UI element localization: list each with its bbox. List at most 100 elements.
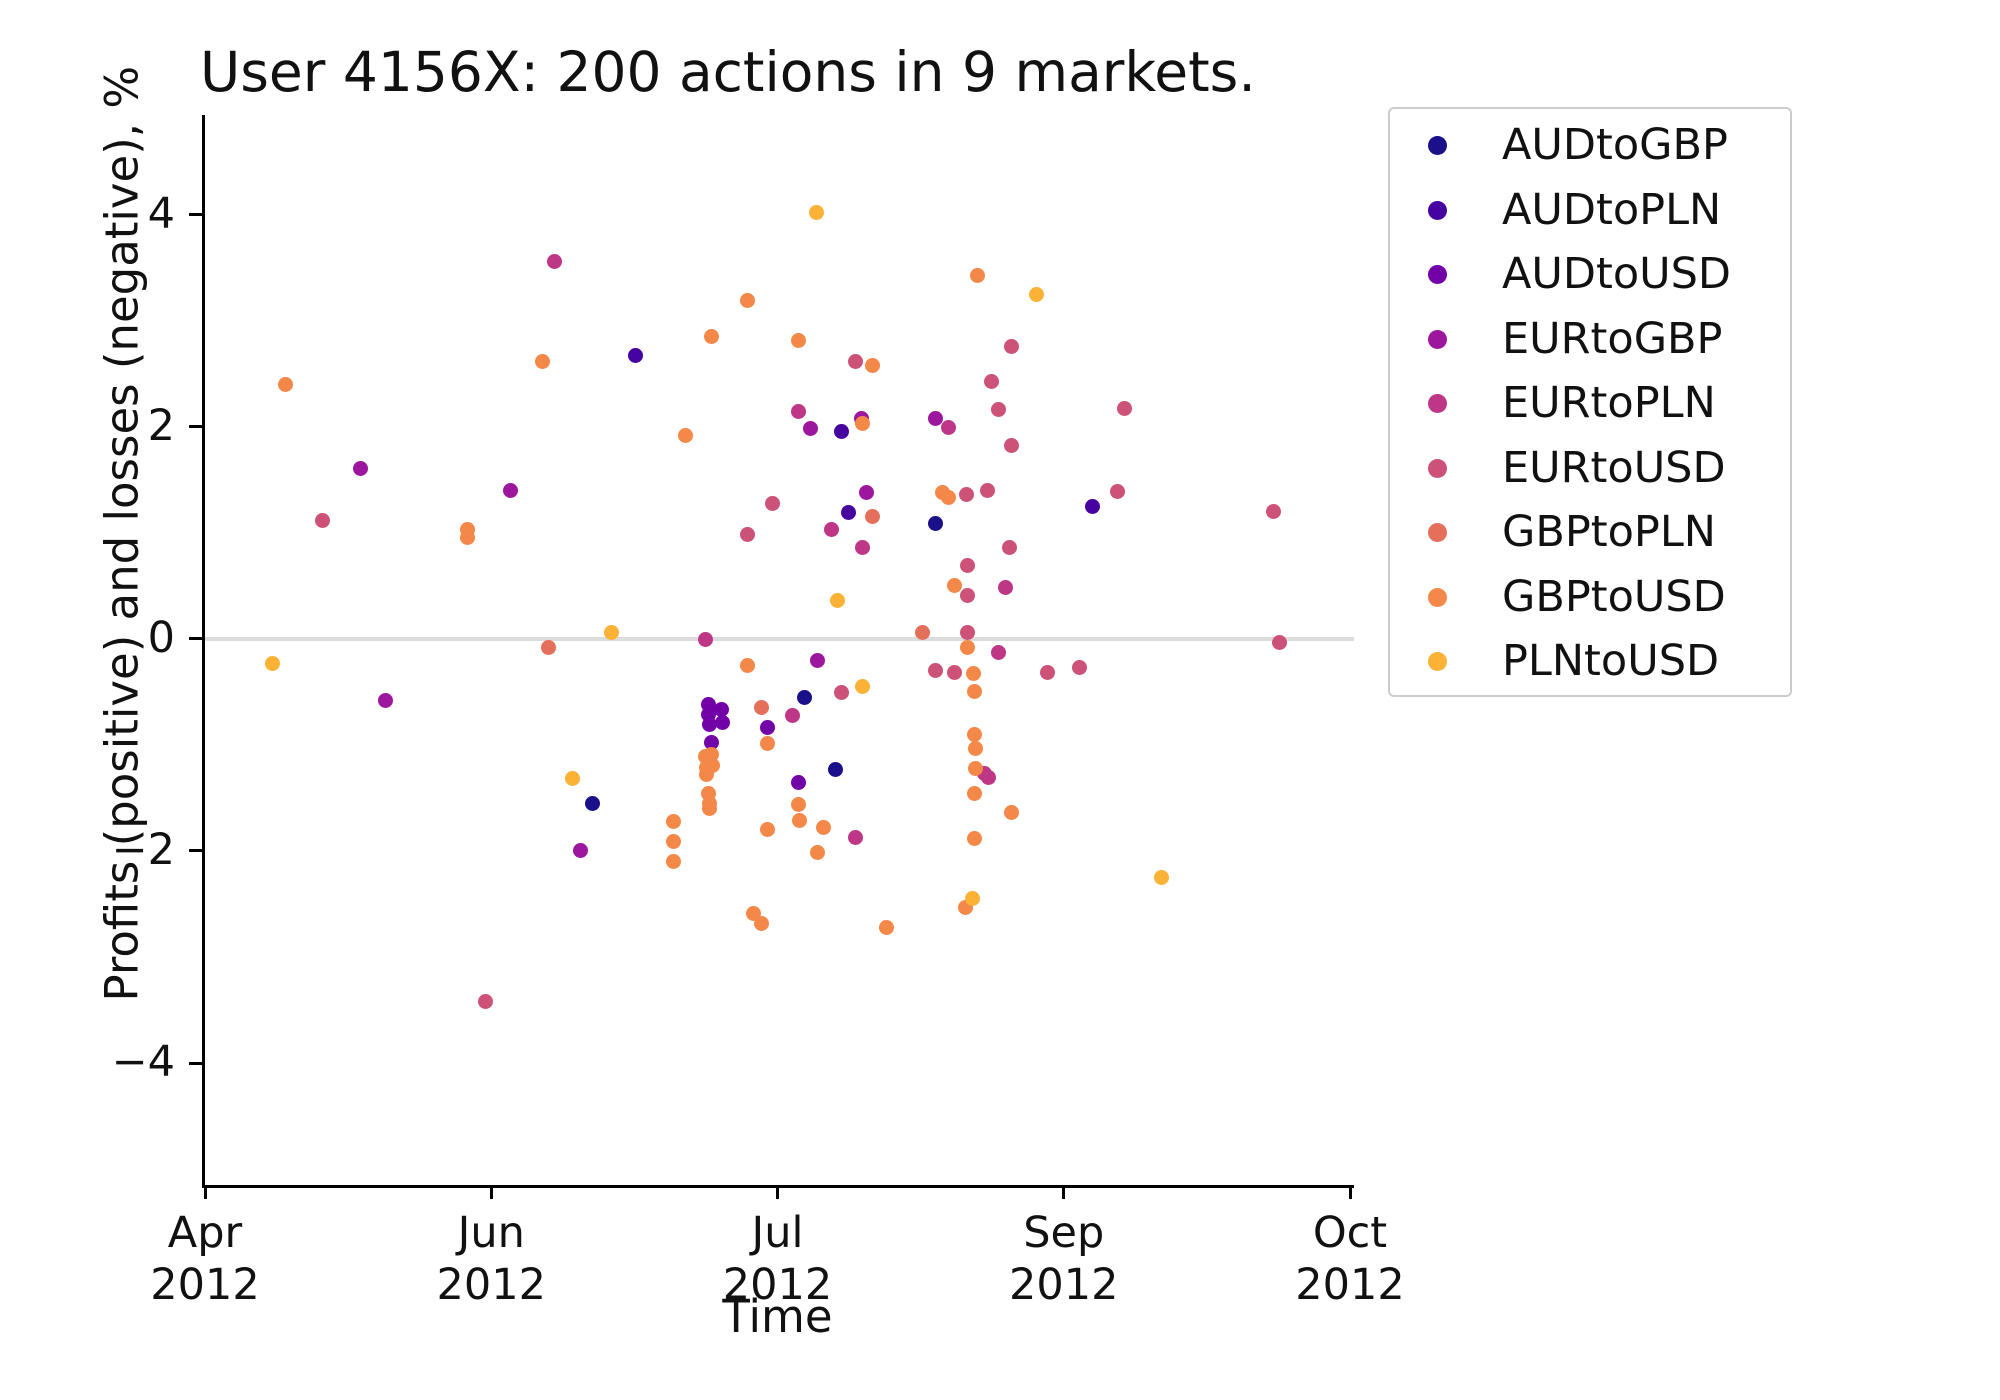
data-point-GBPtoUSD [940,490,956,506]
x-tick-mark [203,1185,207,1199]
data-point-PLNtoUSD [829,593,845,609]
data-point-GBPtoUSD [960,639,976,655]
data-point-PLNtoUSD [265,655,281,671]
legend-item-AUDtoPLN: AUDtoPLN [1390,180,1790,240]
data-point-EURtoUSD [1116,401,1132,417]
x-tick-label: Apr 2012 [95,1207,315,1311]
data-point-GBPtoUSD [740,293,756,309]
data-point-EURtoUSD [1271,634,1287,650]
data-point-EURtoGBP [573,843,589,859]
x-tick-month: Sep [1023,1208,1105,1258]
data-point-GBPtoUSD [740,657,756,673]
data-point-EURtoGBP [803,421,819,437]
data-point-EURtoPLN [697,632,713,648]
legend-item-GBPtoUSD: GBPtoUSD [1390,567,1790,627]
x-tick-mark [1062,1185,1066,1199]
x-tick-mark [1348,1185,1352,1199]
data-point-EURtoUSD [928,663,943,679]
x-tick-year: 2012 [722,1260,833,1310]
legend-marker-GBPtoPLN [1428,523,1447,542]
data-point-GBPtoUSD [759,736,775,752]
data-point-EURtoGBP [503,482,519,498]
legend-label-EURtoPLN: EURtoPLN [1502,378,1716,428]
data-point-GBPtoUSD [815,820,831,836]
data-point-EURtoPLN [847,829,863,845]
x-axis-label: Time [722,1290,833,1343]
x-tick-year: 2012 [1295,1260,1405,1310]
data-point-EURtoUSD [960,558,976,574]
data-point-AUDtoGBP [584,795,600,811]
data-point-GBPtoUSD [702,801,718,817]
data-point-EURtoUSD [834,685,850,701]
data-point-EURtoGBP [353,460,369,476]
data-point-AUDtoUSD [759,720,775,736]
data-point-GBPtoUSD [966,684,982,700]
data-point-GBPtoUSD [810,844,826,860]
data-point-GBPtoUSD [878,919,894,935]
x-tick-month: Jul [751,1208,804,1258]
legend-label-GBPtoUSD: GBPtoUSD [1502,571,1726,622]
y-tick-label: −4 [111,1037,175,1088]
x-tick-year: 2012 [1009,1260,1119,1310]
legend-label-AUDtoPLN: AUDtoPLN [1502,184,1722,235]
data-point-EURtoUSD [478,994,494,1010]
legend-item-EURtoUSD: EURtoUSD [1390,438,1790,498]
data-point-PLNtoUSD [808,205,824,221]
y-tick-mark [189,425,202,429]
data-point-AUDtoGBP [797,689,813,705]
data-point-AUDtoPLN [840,505,856,521]
data-point-GBPtoUSD [678,427,694,443]
data-point-EURtoPLN [997,580,1013,596]
legend-label-AUDtoGBP: AUDtoGBP [1502,120,1728,170]
legend-item-PLNtoUSD: PLNtoUSD [1390,631,1790,691]
data-point-EURtoGBP [810,652,826,668]
data-point-GBPtoUSD [968,740,984,756]
data-point-GBPtoUSD [665,813,681,829]
x-tick-month: Apr [167,1208,243,1258]
data-point-EURtoUSD [958,487,974,503]
data-point-EURtoGBP [928,410,943,426]
data-point-EURtoUSD [947,665,963,681]
legend-marker-AUDtoPLN [1428,200,1447,220]
data-point-PLNtoUSD [854,679,870,695]
y-tick-mark [189,637,202,641]
x-tick-label: Oct 2012 [1240,1207,1460,1311]
chart-title: User 4156X: 200 actions in 9 markets. [200,40,1256,104]
x-tick-mark [489,1185,493,1199]
x-tick-mark [776,1185,779,1199]
data-point-EURtoUSD [960,587,976,603]
data-point-GBPtoUSD [759,822,775,838]
data-point-GBPtoUSD [966,786,982,802]
data-point-AUDtoUSD [702,717,718,733]
data-point-AUDtoPLN [628,348,644,364]
data-point-EURtoPLN [990,645,1006,661]
legend-item-AUDtoGBP: AUDtoGBP [1390,115,1790,175]
data-point-GBPtoUSD [1003,805,1019,821]
legend-item-AUDtoUSD: AUDtoUSD [1390,244,1790,304]
legend-marker-PLNtoUSD [1428,652,1447,671]
x-tick-month: Jun [457,1208,525,1258]
data-point-EURtoUSD [847,353,863,369]
x-tick-year: 2012 [436,1260,546,1310]
data-point-AUDtoUSD [715,715,731,731]
data-point-GBPtoUSD [665,833,681,849]
data-point-EURtoUSD [315,512,331,528]
data-point-EURtoGBP [859,485,875,501]
data-point-AUDtoUSD [713,702,729,718]
data-point-EURtoUSD [1110,483,1126,499]
data-point-GBPtoPLN [915,625,931,640]
data-point-EURtoUSD [1002,540,1018,556]
data-point-AUDtoPLN [834,423,850,439]
data-point-AUDtoUSD [790,774,806,790]
legend-item-GBPtoPLN: GBPtoPLN [1390,502,1790,562]
data-point-EURtoUSD [765,495,781,511]
legend-marker-GBPtoUSD [1428,587,1447,607]
legend-label-EURtoUSD: EURtoUSD [1502,442,1726,493]
data-point-GBPtoUSD [790,796,806,812]
y-tick-label: −2 [111,824,175,875]
legend-marker-EURtoPLN [1428,394,1447,413]
y-axis-spine [202,115,205,1188]
data-point-EURtoUSD [740,527,756,543]
legend-item-EURtoPLN: EURtoPLN [1390,373,1790,433]
